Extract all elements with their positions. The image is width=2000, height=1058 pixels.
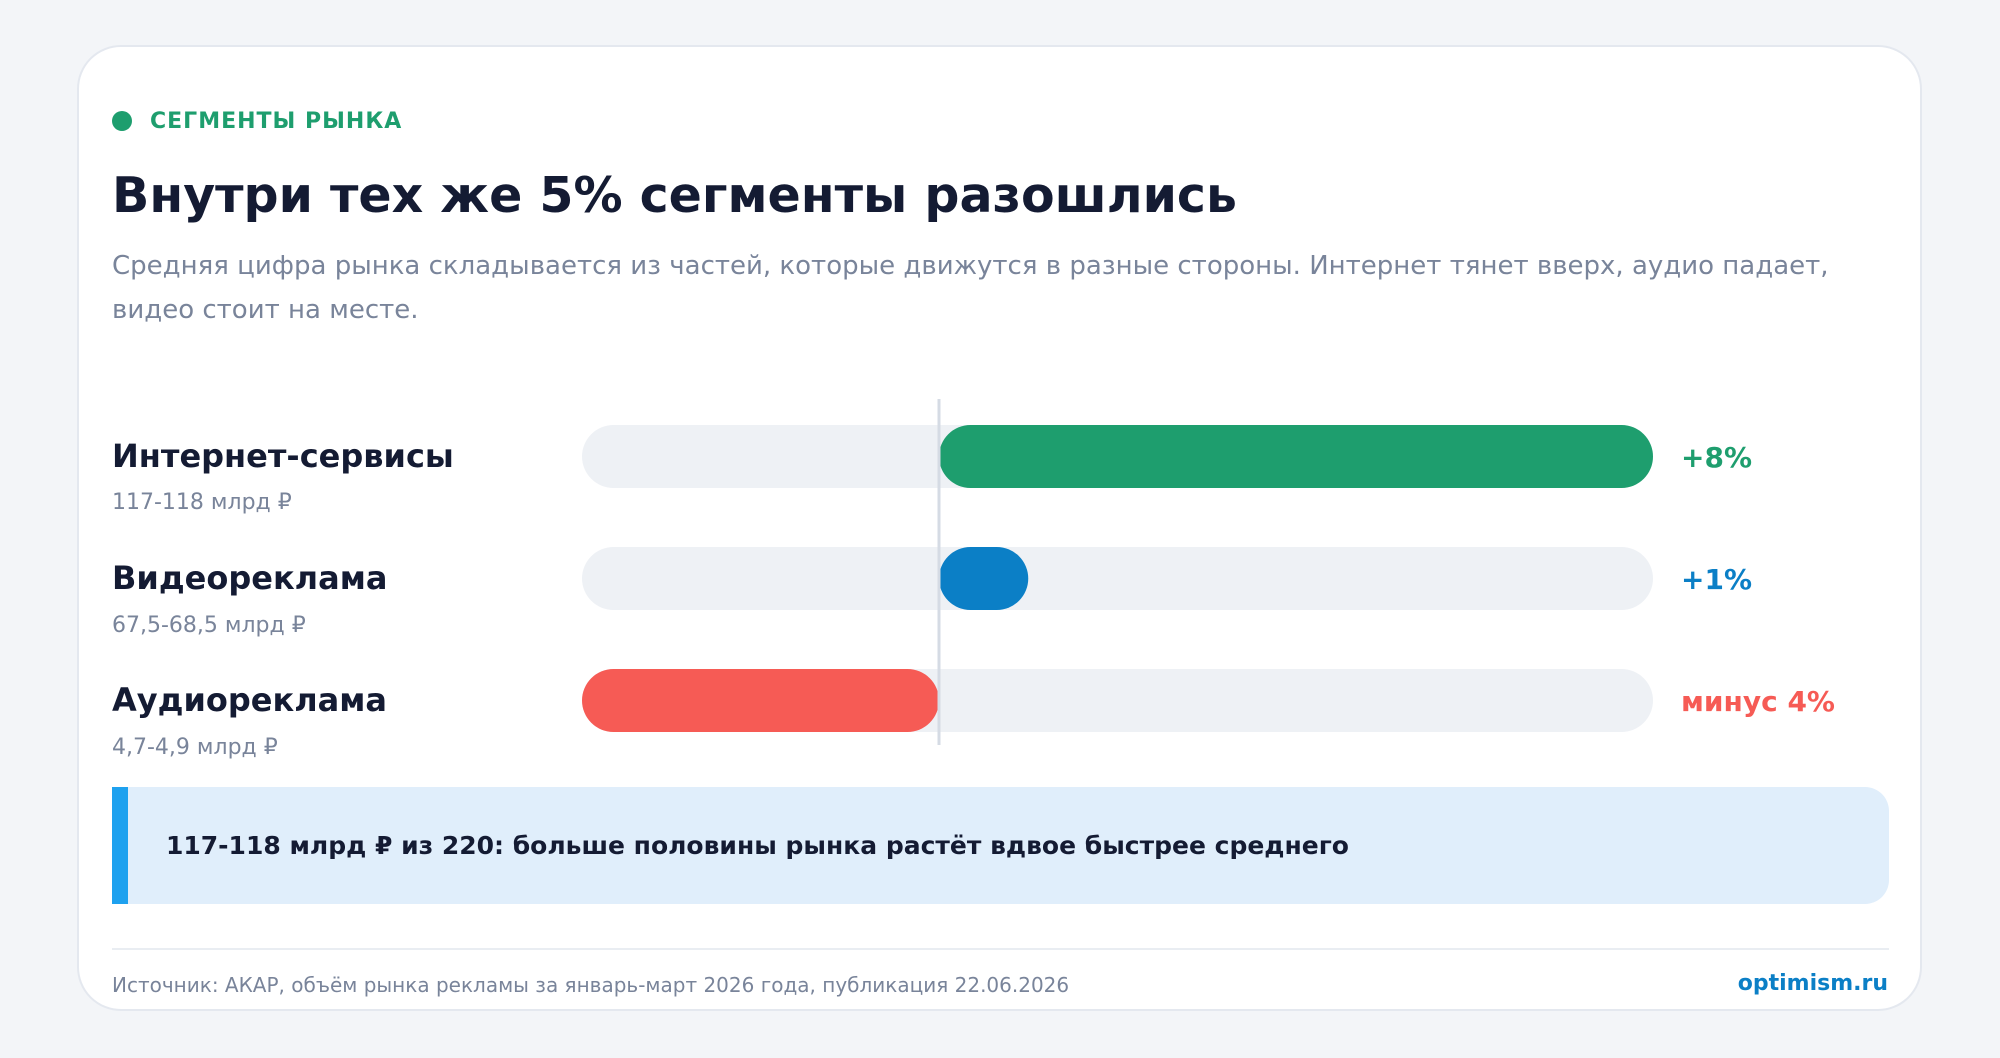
callout: 117-118 млрд ₽ из 220: больше половины р… xyxy=(112,787,1889,904)
status-dot-icon xyxy=(112,111,132,131)
segment-name-internet: Интернет-сервисы xyxy=(112,437,454,475)
source-note: Источник: АКАР, объём рынка рекламы за я… xyxy=(112,973,1070,997)
footer-divider xyxy=(112,948,1889,950)
chart-subtitle: Средняя цифра рынка складывается из част… xyxy=(112,251,1829,325)
bar-internet xyxy=(939,425,1653,488)
eyebrow-label: СЕГМЕНТЫ РЫНКА xyxy=(150,108,403,134)
callout-text: 117-118 млрд ₽ из 220: больше половины р… xyxy=(166,831,1349,860)
segment-size-audio: 4,7-4,9 млрд ₽ xyxy=(112,735,278,760)
brand-link[interactable]: optimism.ru xyxy=(1737,971,1888,996)
section-eyebrow: СЕГМЕНТЫ РЫНКА xyxy=(112,104,402,138)
segment-size-internet: 117-118 млрд ₽ xyxy=(112,490,292,515)
bar-track xyxy=(582,547,1653,610)
segment-name-video: Видеореклама xyxy=(112,559,388,597)
segment-size-video: 67,5-68,5 млрд ₽ xyxy=(112,613,306,638)
segment-value-internet: +8% xyxy=(1681,441,1752,474)
segment-value-video: +1% xyxy=(1681,563,1752,596)
bar-audio xyxy=(582,669,939,732)
bar-video xyxy=(939,547,1029,610)
segment-value-audio: минус 4% xyxy=(1681,685,1835,718)
callout-accent xyxy=(112,787,128,904)
chart-title: Внутри тех же 5% сегменты разошлись xyxy=(112,167,1237,224)
segment-name-audio: Аудиореклама xyxy=(112,681,387,719)
